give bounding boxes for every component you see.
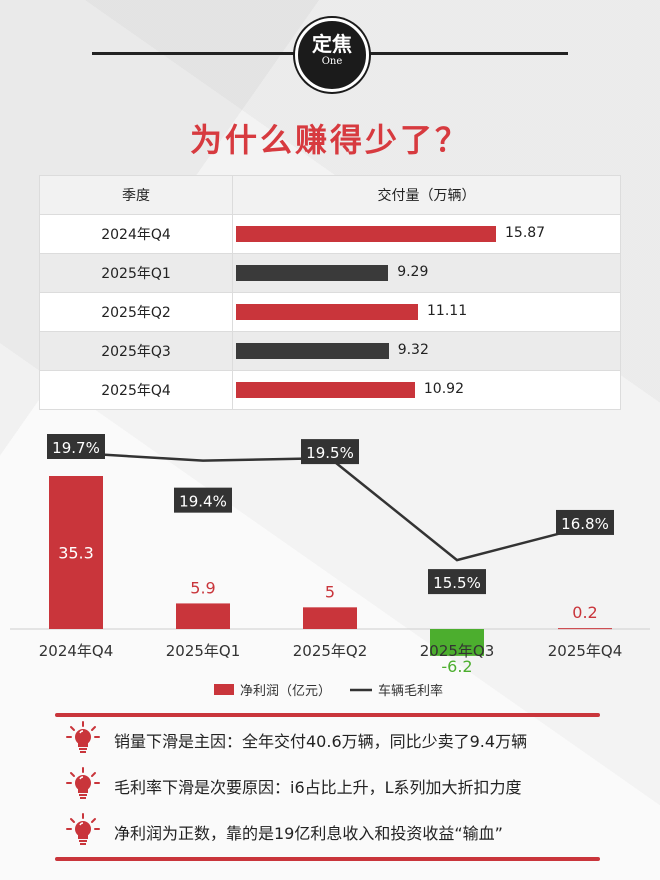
delivery-value: 15.87 bbox=[505, 225, 546, 241]
legend-swatch-profit bbox=[214, 684, 234, 695]
delivery-bar bbox=[236, 265, 389, 281]
row-quarter: 2024年Q4 bbox=[39, 214, 233, 254]
profit-label: -6.2 bbox=[441, 657, 472, 676]
profit-bar bbox=[49, 476, 103, 629]
row-quarter: 2025年Q3 bbox=[39, 331, 233, 371]
header-quarter: 季度 bbox=[39, 175, 233, 215]
page-title: 为什么赚得少了？ bbox=[189, 121, 470, 159]
lightbulb-icon bbox=[66, 813, 100, 851]
table-row: 2025年Q4 10.92 bbox=[39, 370, 621, 410]
margin-label: 16.8% bbox=[561, 515, 609, 533]
margin-label-box bbox=[301, 439, 359, 465]
note-item: 净利润为正数，靠的是19亿利息收入和投资收益“输血” bbox=[66, 813, 646, 851]
delivery-bar bbox=[236, 226, 496, 242]
table-row: 2025年Q1 9.29 bbox=[39, 253, 621, 293]
note-item: 毛利率下滑是次要原因：i6占比上升，L系列加大折扣力度 bbox=[66, 767, 646, 805]
profit-margin-chart: 35.3 5.9 5 -6.2 0.2 2024年Q4 2025年Q1 2025年Q2 2025… bbox=[10, 434, 650, 699]
delivery-bar bbox=[236, 382, 415, 398]
note-text: 毛利率下滑是次要原因：i6占比上升，L系列加大折扣力度 bbox=[114, 778, 522, 797]
note-text: 净利润为正数，靠的是19亿利息收入和投资收益“输血” bbox=[114, 824, 503, 843]
legend-label-margin: 车辆毛利率 bbox=[378, 683, 443, 699]
note-item: 销量下滑是主因：全年交付40.6万辆，同比少卖了9.4万辆 bbox=[66, 721, 646, 759]
margin-label: 19.4% bbox=[179, 493, 227, 511]
x-tick-label: 2024年Q4 bbox=[39, 642, 114, 660]
delivery-value: 9.29 bbox=[397, 264, 429, 280]
delivery-value: 9.32 bbox=[397, 342, 429, 358]
note-text: 销量下滑是主因：全年交付40.6万辆，同比少卖了9.4万辆 bbox=[114, 732, 528, 751]
row-deliveries: 9.32 bbox=[232, 331, 621, 371]
header-deliveries: 交付量（万辆） bbox=[232, 175, 621, 215]
delivery-bar bbox=[236, 343, 389, 359]
logo-line-right bbox=[363, 52, 568, 55]
profit-bar bbox=[176, 603, 230, 629]
logo-subtext: One bbox=[321, 56, 343, 67]
row-quarter: 2025年Q4 bbox=[39, 370, 233, 410]
margin-line bbox=[75, 451, 586, 562]
margin-label-box bbox=[174, 487, 232, 513]
row-quarter: 2025年Q2 bbox=[39, 292, 233, 332]
logo-text: 定焦 bbox=[312, 32, 352, 56]
margin-label: 15.5% bbox=[433, 574, 481, 592]
x-tick-label: 2025年Q4 bbox=[548, 642, 623, 660]
margin-label: 19.5% bbox=[306, 444, 354, 462]
row-deliveries: 9.29 bbox=[232, 253, 621, 293]
profit-label: 35.3 bbox=[58, 544, 94, 563]
margin-label-box bbox=[47, 434, 105, 459]
notes-top-rule bbox=[55, 713, 600, 717]
table-row: 2025年Q3 9.32 bbox=[39, 331, 621, 371]
table-row: 2025年Q2 11.11 bbox=[39, 292, 621, 332]
profit-bar bbox=[303, 607, 357, 629]
lightbulb-icon bbox=[66, 767, 100, 805]
lightbulb-icon bbox=[66, 721, 100, 759]
row-deliveries: 10.92 bbox=[232, 370, 621, 410]
x-tick-label: 2025年Q2 bbox=[293, 642, 368, 660]
delivery-bar bbox=[236, 304, 419, 320]
profit-label: 5 bbox=[325, 582, 335, 601]
legend-label-profit: 净利润（亿元） bbox=[240, 684, 331, 699]
profit-label: 0.2 bbox=[572, 603, 597, 622]
profit-label: 5.9 bbox=[190, 578, 215, 597]
notes-bottom-rule bbox=[55, 857, 600, 861]
deliveries-table: 季度 交付量（万辆） 2024年Q4 15.87 2025年Q1 9.29 2025年Q… bbox=[39, 175, 621, 410]
row-deliveries: 15.87 bbox=[232, 214, 621, 254]
row-deliveries: 11.11 bbox=[232, 292, 621, 332]
x-tick-label: 2025年Q3 bbox=[420, 642, 495, 660]
delivery-value: 11.11 bbox=[427, 303, 468, 319]
row-quarter: 2025年Q1 bbox=[39, 253, 233, 293]
profit-bar bbox=[558, 628, 612, 630]
x-tick-label: 2025年Q1 bbox=[166, 642, 241, 660]
brand-logo: 定焦 One bbox=[295, 18, 369, 92]
margin-label: 19.7% bbox=[52, 439, 100, 457]
logo-line-left bbox=[92, 52, 297, 55]
margin-label-box bbox=[556, 509, 614, 535]
table-row: 2024年Q4 15.87 bbox=[39, 214, 621, 254]
delivery-value: 10.92 bbox=[423, 381, 464, 397]
table-header-row: 季度 交付量（万辆） bbox=[39, 175, 621, 215]
profit-bar bbox=[430, 629, 484, 656]
margin-label-box bbox=[428, 569, 486, 595]
